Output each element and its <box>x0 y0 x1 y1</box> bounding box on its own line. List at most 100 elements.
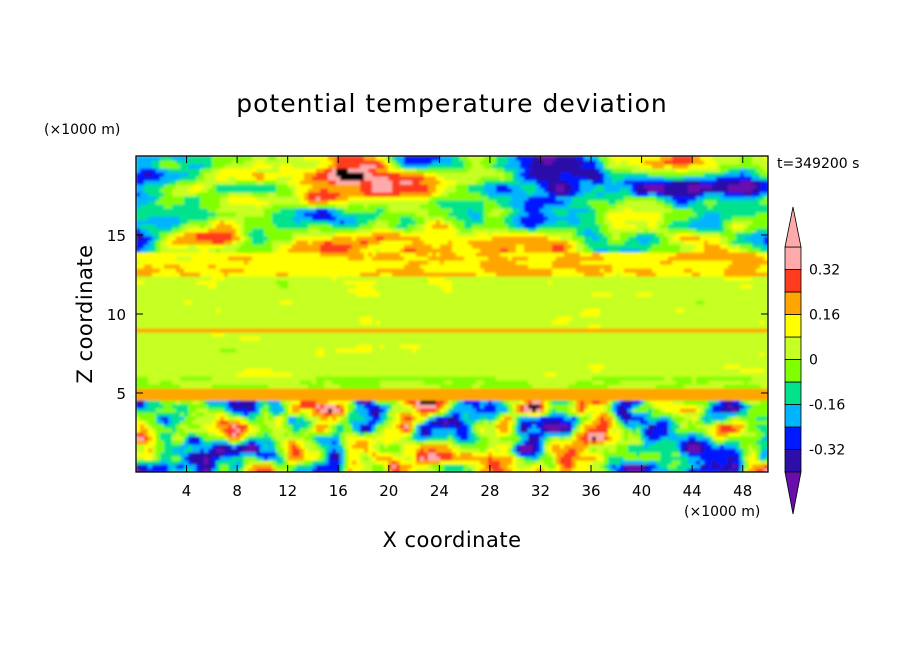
heatmap-cell <box>308 364 313 369</box>
heatmap-cell <box>232 428 237 433</box>
heatmap-cell <box>224 420 229 425</box>
heatmap-cell <box>168 356 173 361</box>
heatmap-cell <box>720 400 725 405</box>
heatmap-cell <box>592 352 597 357</box>
heatmap-cell <box>444 456 449 461</box>
heatmap-cell <box>752 392 757 397</box>
heatmap-cell <box>236 448 241 453</box>
heatmap-cell <box>704 376 709 381</box>
heatmap-cell <box>408 464 413 469</box>
heatmap-cell <box>472 416 477 421</box>
heatmap-cell <box>756 364 761 369</box>
heatmap-cell <box>136 368 141 373</box>
heatmap-cell <box>312 464 317 469</box>
heatmap-cell <box>612 388 617 393</box>
heatmap-cell <box>668 436 673 441</box>
heatmap-cell <box>712 440 717 445</box>
heatmap-cell <box>272 348 277 353</box>
heatmap-cell <box>344 444 349 449</box>
heatmap-cell <box>300 408 305 413</box>
heatmap-cell <box>700 408 705 413</box>
heatmap-cell <box>496 384 501 389</box>
heatmap-cell <box>324 400 329 405</box>
heatmap-cell <box>648 460 653 465</box>
heatmap-cell <box>488 444 493 449</box>
heatmap-cell <box>428 348 433 353</box>
heatmap-cell <box>752 348 757 353</box>
heatmap-cell <box>232 460 237 465</box>
heatmap-cell <box>684 448 689 453</box>
heatmap-cell <box>176 368 181 373</box>
heatmap-cell <box>408 360 413 365</box>
heatmap-cell <box>676 436 681 441</box>
heatmap-cell <box>540 368 545 373</box>
heatmap-cell <box>632 392 637 397</box>
heatmap-cell <box>296 432 301 437</box>
heatmap-cell <box>224 448 229 453</box>
heatmap-cell <box>744 380 749 385</box>
heatmap-cell <box>536 460 541 465</box>
heatmap-cell <box>680 368 685 373</box>
heatmap-cell <box>608 444 613 449</box>
heatmap-cell <box>388 408 393 413</box>
heatmap-cell <box>684 396 689 401</box>
heatmap-cell <box>692 412 697 417</box>
heatmap-cell <box>560 372 565 377</box>
heatmap-cell <box>460 468 465 472</box>
heatmap-cell <box>692 384 697 389</box>
heatmap-cell <box>312 460 317 465</box>
heatmap-cell <box>452 424 457 429</box>
heatmap-cell <box>540 452 545 457</box>
heatmap-cell <box>440 356 445 361</box>
heatmap-cell <box>764 436 768 441</box>
heatmap-cell <box>236 408 241 413</box>
heatmap-cell <box>724 436 729 441</box>
heatmap-cell <box>748 388 753 393</box>
heatmap-cell <box>380 420 385 425</box>
heatmap-cell <box>308 448 313 453</box>
heatmap-cell <box>440 416 445 421</box>
heatmap-cell <box>308 384 313 389</box>
heatmap-cell <box>444 356 449 361</box>
heatmap-cell <box>760 376 765 381</box>
heatmap-cell <box>708 380 713 385</box>
heatmap-cell <box>752 368 757 373</box>
heatmap-cell <box>404 400 409 405</box>
heatmap-cell <box>256 392 261 397</box>
heatmap-cell <box>428 424 433 429</box>
heatmap-cell <box>452 352 457 357</box>
heatmap-cell <box>324 468 329 472</box>
heatmap-cell <box>212 428 217 433</box>
heatmap-cell <box>276 412 281 417</box>
heatmap-cell <box>692 432 697 437</box>
heatmap-cell <box>584 452 589 457</box>
heatmap-cell <box>396 412 401 417</box>
heatmap-cell <box>652 364 657 369</box>
heatmap-cell <box>360 352 365 357</box>
heatmap-cell <box>552 356 557 361</box>
heatmap-cell <box>448 432 453 437</box>
heatmap-cell <box>476 356 481 361</box>
heatmap-cell <box>560 436 565 441</box>
heatmap-cell <box>552 360 557 365</box>
heatmap-cell <box>148 444 153 449</box>
heatmap-cell <box>528 416 533 421</box>
heatmap-cell <box>648 388 653 393</box>
heatmap-cell <box>764 376 768 381</box>
heatmap-cell <box>172 344 177 349</box>
heatmap-cell <box>628 416 633 421</box>
heatmap-cell <box>348 436 353 441</box>
heatmap-cell <box>140 464 145 469</box>
heatmap-cell <box>524 456 529 461</box>
heatmap-cell <box>184 376 189 381</box>
heatmap-cell <box>692 396 697 401</box>
heatmap-cell <box>632 388 637 393</box>
heatmap-cell <box>328 428 333 433</box>
heatmap-cell <box>488 424 493 429</box>
heatmap-cell <box>652 372 657 377</box>
heatmap-cell <box>500 356 505 361</box>
heatmap-cell <box>644 368 649 373</box>
heatmap-cell <box>532 352 537 357</box>
heatmap-cell <box>352 388 357 393</box>
heatmap-cell <box>716 372 721 377</box>
